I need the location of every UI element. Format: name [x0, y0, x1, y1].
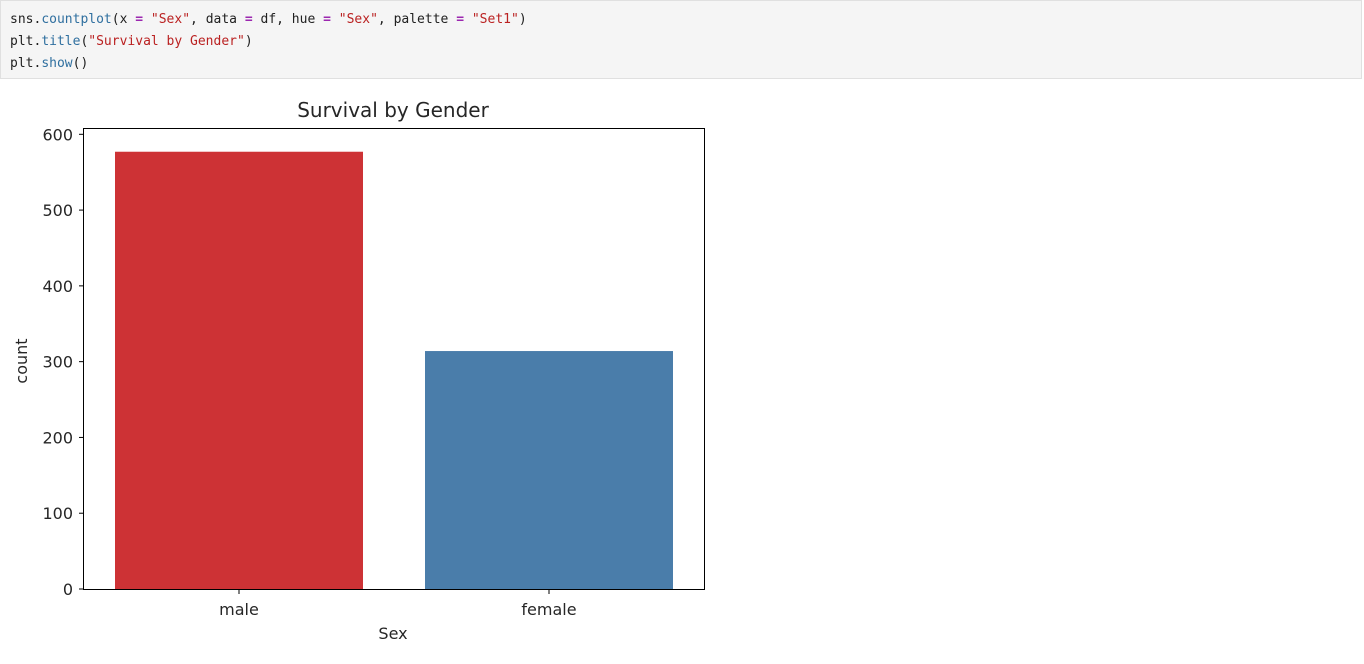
code-token: "Sex": [150, 12, 191, 27]
y-tick-label: 600: [42, 125, 73, 144]
code-token: "Sex": [338, 12, 378, 27]
code-token: df, hue: [252, 12, 324, 27]
y-tick-label: 300: [42, 353, 73, 372]
code-line: plt.show(): [10, 53, 527, 75]
x-axis-ticks: male female: [219, 589, 577, 619]
y-tick-label: 0: [63, 580, 73, 599]
code-token: =: [244, 12, 253, 27]
x-tick-label: male: [219, 600, 259, 619]
code-token: title: [41, 34, 81, 49]
code-token: (x: [111, 12, 136, 27]
code-token: sns: [10, 12, 34, 27]
code-token: , data: [190, 12, 245, 27]
code-token: .: [33, 34, 42, 49]
bar-female: [425, 351, 673, 589]
code-token: =: [456, 12, 465, 27]
code-token: .: [33, 12, 42, 27]
code-line: plt.title("Survival by Gender"): [10, 31, 527, 53]
code-token: show: [41, 56, 73, 71]
code-editor[interactable]: sns.countplot(x = "Sex", data = df, hue …: [10, 9, 527, 75]
code-token: plt: [10, 56, 34, 71]
y-tick-label: 500: [42, 201, 73, 220]
bars-group: [115, 151, 673, 589]
code-token: plt: [10, 34, 34, 49]
code-token: [331, 12, 339, 27]
bar-male: [115, 151, 363, 589]
code-token: [464, 12, 472, 27]
code-token: ): [244, 34, 253, 49]
chart-title: Survival by Gender: [297, 98, 489, 122]
code-cell[interactable]: sns.countplot(x = "Sex", data = df, hue …: [0, 0, 1362, 79]
code-token: "Set1": [471, 12, 519, 27]
y-tick-label: 400: [42, 277, 73, 296]
y-tick-label: 200: [42, 428, 73, 447]
code-token: [143, 12, 151, 27]
cell-output: Survival by Gender 0 100 200 300 400 500 600 m…: [0, 80, 1364, 659]
x-axis-label: Sex: [378, 624, 407, 643]
code-line: sns.countplot(x = "Sex", data = df, hue …: [10, 9, 527, 31]
y-axis-label: count: [12, 338, 31, 383]
y-axis-ticks: 0 100 200 300 400 500 600: [42, 125, 84, 599]
code-token: (): [72, 56, 89, 71]
code-token: =: [323, 12, 331, 27]
code-token: "Survival by Gender": [88, 34, 245, 49]
code-token: ): [518, 12, 527, 27]
code-token: .: [33, 56, 42, 71]
y-tick-label: 100: [42, 504, 73, 523]
code-token: =: [135, 12, 144, 27]
code-token: , palette: [377, 12, 457, 27]
plot-frame: [83, 128, 705, 590]
bar-chart: Survival by Gender 0 100 200 300 400 500 600 m…: [12, 98, 705, 643]
x-tick-label: female: [521, 600, 576, 619]
code-token: countplot: [41, 12, 112, 27]
code-token: (: [80, 34, 89, 49]
